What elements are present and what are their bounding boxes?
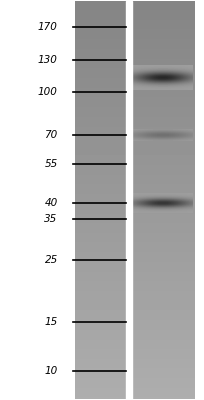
Text: 40: 40 xyxy=(44,198,58,208)
Text: 35: 35 xyxy=(44,214,58,224)
Text: 15: 15 xyxy=(44,317,58,327)
Text: 55: 55 xyxy=(44,159,58,169)
Text: 70: 70 xyxy=(44,130,58,140)
Text: 10: 10 xyxy=(44,366,58,376)
Text: 25: 25 xyxy=(44,255,58,265)
Text: 100: 100 xyxy=(38,86,58,96)
Text: 170: 170 xyxy=(38,22,58,32)
Text: 130: 130 xyxy=(38,55,58,65)
Bar xyxy=(126,1,132,399)
